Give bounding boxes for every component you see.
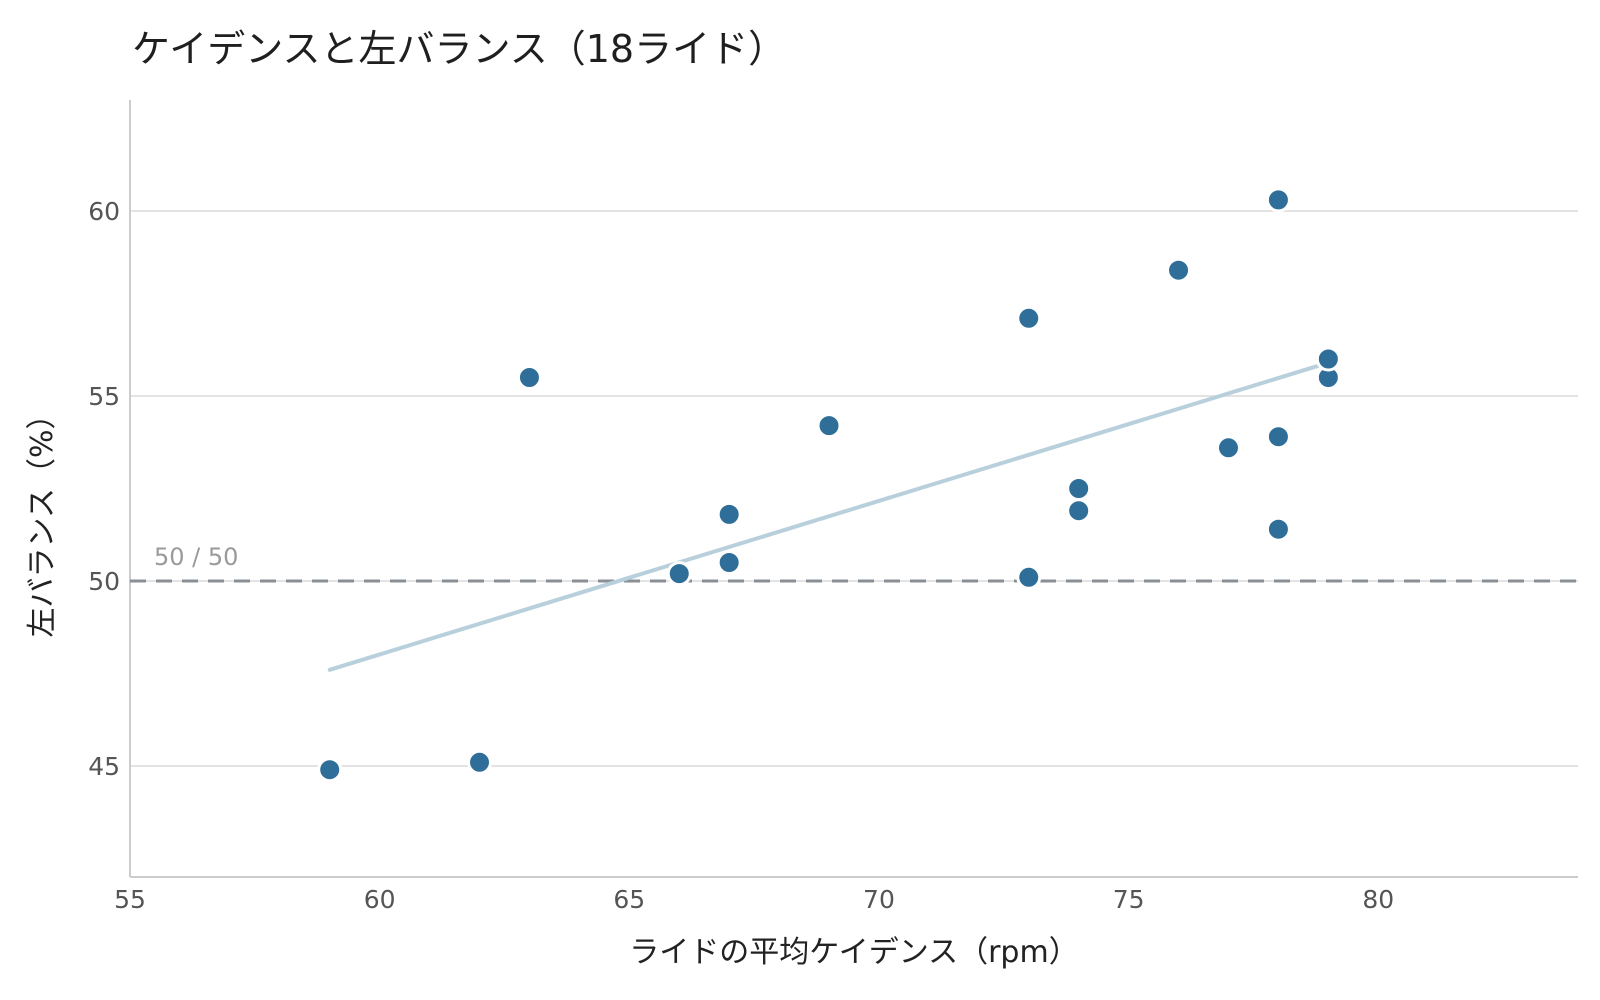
axis-layer xyxy=(129,100,1578,878)
data-point xyxy=(1215,435,1241,461)
data-point xyxy=(1315,346,1341,372)
trend-line xyxy=(327,360,1331,672)
data-point xyxy=(716,550,742,575)
y-tick-label: 50 xyxy=(88,567,120,596)
data-point xyxy=(716,501,742,527)
x-tick-label: 80 xyxy=(1362,885,1394,914)
data-point xyxy=(1066,476,1092,501)
data-point xyxy=(1066,498,1092,524)
data-point xyxy=(317,757,343,783)
data-point xyxy=(1265,424,1291,450)
data-point xyxy=(516,365,542,390)
x-tick-label: 75 xyxy=(1113,885,1145,914)
x-tick-label: 60 xyxy=(364,885,396,914)
x-tick-label: 65 xyxy=(613,885,645,914)
x-tick-label: 55 xyxy=(114,885,146,914)
grid-layer xyxy=(130,210,1578,767)
data-point xyxy=(467,749,493,775)
data-point xyxy=(1265,187,1291,213)
label-layer: 45 50 55 60 55 60 65 70 75 80 50 / 50 ライドの平均ケイデンス（r… xyxy=(25,197,1394,970)
y-axis-title: 左バランス（%） xyxy=(25,400,60,638)
trend-layer xyxy=(327,360,1331,672)
x-axis-title: ライドの平均ケイデンス（rpm） xyxy=(629,935,1078,970)
data-point xyxy=(1016,305,1042,331)
y-tick-label: 45 xyxy=(88,752,120,781)
x-tick-label: 70 xyxy=(863,885,895,914)
data-point xyxy=(666,561,692,587)
y-tick-label: 55 xyxy=(88,382,120,411)
point-layer xyxy=(317,187,1341,783)
data-point xyxy=(1166,257,1192,283)
y-tick-label: 60 xyxy=(88,197,120,226)
reference-label: 50 / 50 xyxy=(154,543,238,571)
chart-title: ケイデンスと左バランス（18ライド） xyxy=(132,27,787,71)
data-point xyxy=(1265,516,1291,542)
data-point xyxy=(1016,564,1042,590)
data-point xyxy=(816,413,842,439)
